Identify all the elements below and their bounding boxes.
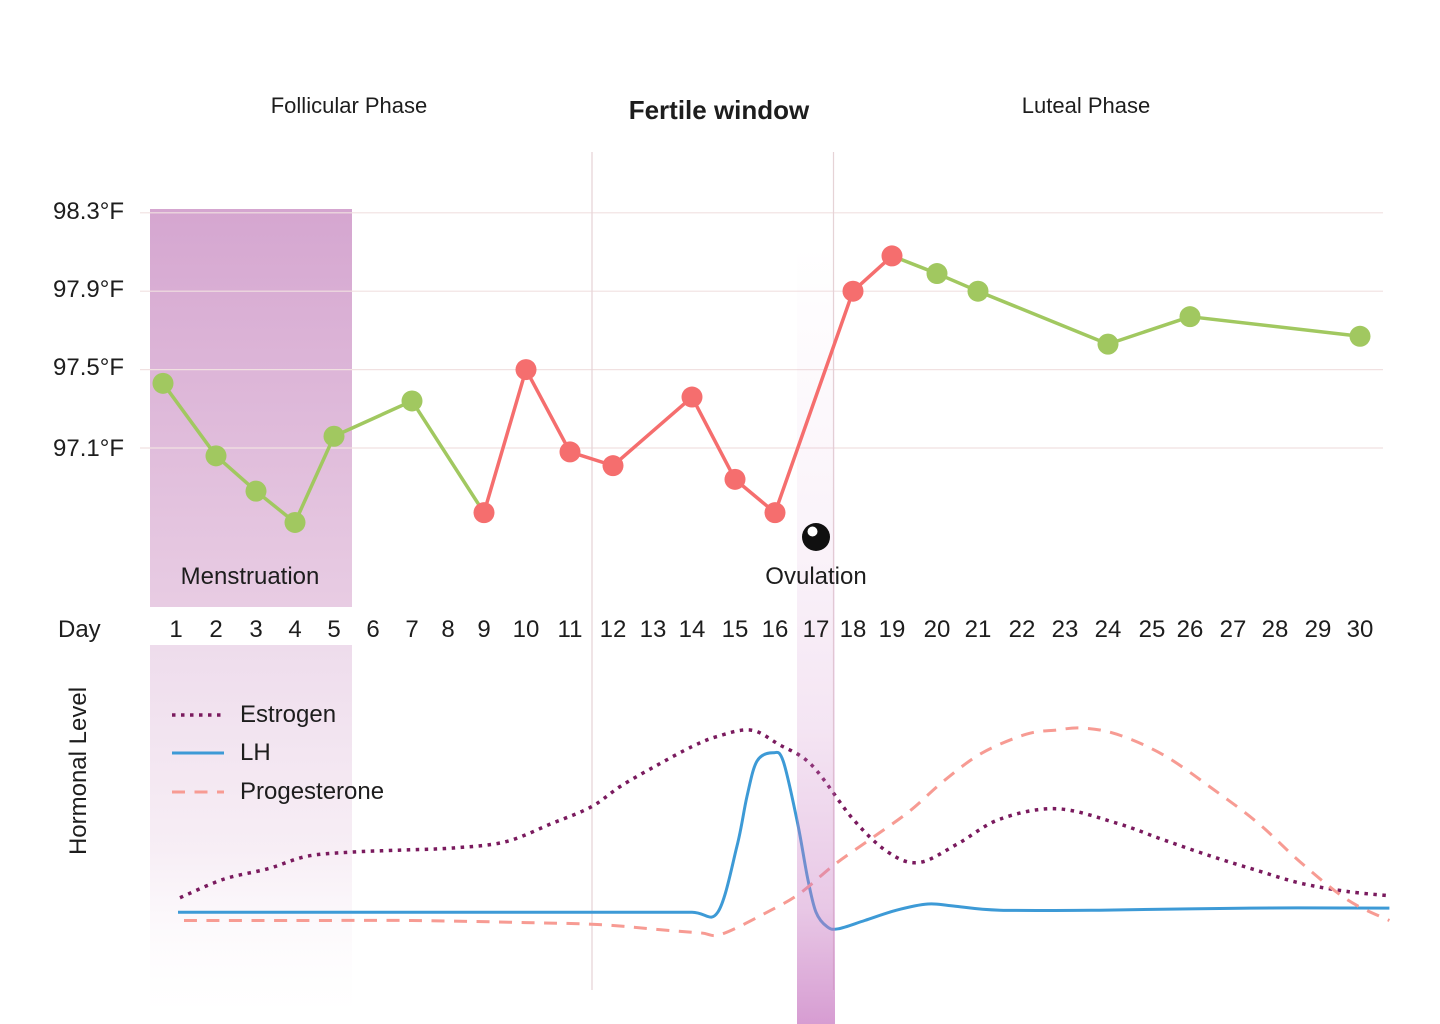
day-label-11: 11 (557, 616, 583, 643)
day-label-14: 14 (678, 616, 706, 643)
bbt-line-segment (773, 289, 855, 515)
day-label-19: 19 (878, 616, 906, 643)
menstruation-label: Menstruation (180, 563, 320, 590)
bbt-line-segment (690, 395, 737, 482)
bbt-line-segment (611, 395, 694, 468)
bbt-dot-day-14 (681, 386, 703, 408)
bbt-dot-day-11 (559, 441, 581, 463)
day-label-26: 26 (1176, 616, 1204, 643)
bbt-line-segment (410, 399, 486, 515)
day-label-28: 28 (1261, 616, 1289, 643)
estrogen-line-swatch-icon (172, 713, 224, 717)
bbt-line-segment (161, 381, 218, 458)
legend-item-lh[interactable]: LH (172, 739, 271, 766)
bbt-dot-day-18 (842, 280, 864, 302)
day-label-17: 17 (802, 616, 830, 643)
menstruation-band-bottom (150, 645, 352, 1018)
day-label-18: 18 (839, 616, 867, 643)
bbt-dot-day-9 (473, 502, 495, 524)
bbt-dot-day-30 (1349, 325, 1371, 347)
bbt-line-segment (524, 367, 572, 454)
bbt-dot-day-16 (764, 502, 786, 524)
progesterone-curve (183, 726, 1391, 938)
bbt-dot-day-7 (401, 390, 423, 412)
follicular-phase-label: Follicular Phase (270, 93, 428, 118)
day-label-15: 15 (721, 616, 749, 643)
bbt-dot-day-19 (881, 245, 903, 267)
bbt-dot-day-20 (926, 263, 948, 285)
day-label-24: 24 (1094, 616, 1122, 643)
bbt-dot-day-12 (602, 455, 624, 477)
temp-tick-98-3: 98.3°F (53, 198, 124, 225)
day-label-1: 1 (169, 616, 183, 643)
temp-tick-97-5: 97.5°F (53, 354, 124, 381)
bbt-line-segment (293, 434, 336, 525)
legend-item-estrogen[interactable]: Estrogen (172, 701, 337, 728)
day-label-4: 4 (288, 616, 302, 643)
bbt-line-segment (976, 289, 1110, 346)
luteal-phase-label: Luteal Phase (1021, 93, 1151, 118)
day-label-7: 7 (405, 616, 419, 643)
day-label-3: 3 (249, 616, 263, 643)
day-label-6: 6 (366, 616, 380, 643)
bbt-dot-day-2 (205, 445, 227, 467)
day-label-22: 22 (1008, 616, 1036, 643)
bbt-dot-day-1 (152, 372, 174, 394)
day-label-20: 20 (923, 616, 951, 643)
legend-label-progesterone: Progesterone (240, 778, 385, 805)
legend-label-estrogen: Estrogen (240, 701, 337, 728)
temp-tick-97-9: 97.9°F (53, 276, 124, 303)
legend-label-lh: LH (240, 739, 271, 766)
bbt-dot-day-10 (515, 359, 537, 381)
day-label-21: 21 (964, 616, 992, 643)
day-label-27: 27 (1219, 616, 1247, 643)
day-label-5: 5 (327, 616, 341, 643)
bbt-line-segment (332, 399, 414, 438)
day-label-13: 13 (639, 616, 667, 643)
bbt-line-segment (482, 367, 528, 515)
day-label-30: 30 (1346, 616, 1374, 643)
legend-item-progesterone[interactable]: Progesterone (172, 778, 385, 805)
fertile-window-label: Fertile window (628, 95, 810, 125)
bbt-dot-day-15 (724, 468, 746, 490)
progesterone-line-swatch-icon (172, 790, 224, 794)
ovulation-label: Ovulation (765, 563, 867, 590)
day-label-12: 12 (599, 616, 627, 643)
ovulation-icon (802, 523, 830, 551)
bbt-line-segment (1188, 314, 1362, 339)
menstruation-band-top (150, 209, 352, 607)
day-label-2: 2 (209, 616, 223, 643)
day-label-23: 23 (1051, 616, 1079, 643)
day-label-16: 16 (761, 616, 789, 643)
temp-tick-97-1: 97.1°F (53, 435, 124, 462)
ovulation-day-band (797, 247, 835, 1024)
bbt-dot-day-21 (967, 280, 989, 302)
day-label-25: 25 (1138, 616, 1166, 643)
day-label-10: 10 (512, 616, 540, 643)
bbt-line-segment (1106, 314, 1192, 346)
bbt-dot-day-3 (245, 480, 267, 502)
bbt-dot-day-5 (323, 425, 345, 447)
day-axis-title: Day (58, 616, 101, 643)
bbt-dot-day-26 (1179, 306, 1201, 328)
day-label-29: 29 (1304, 616, 1332, 643)
lh-line-swatch-icon (172, 751, 224, 755)
bbt-dot-day-4 (284, 511, 306, 533)
ovulation-icon-nucleus (807, 526, 818, 537)
hormone-axis-title: Hormonal Level (65, 686, 92, 856)
day-label-9: 9 (477, 616, 491, 643)
day-label-8: 8 (441, 616, 455, 643)
bbt-dot-day-24 (1097, 333, 1119, 355)
estrogen-curve (179, 728, 1390, 900)
